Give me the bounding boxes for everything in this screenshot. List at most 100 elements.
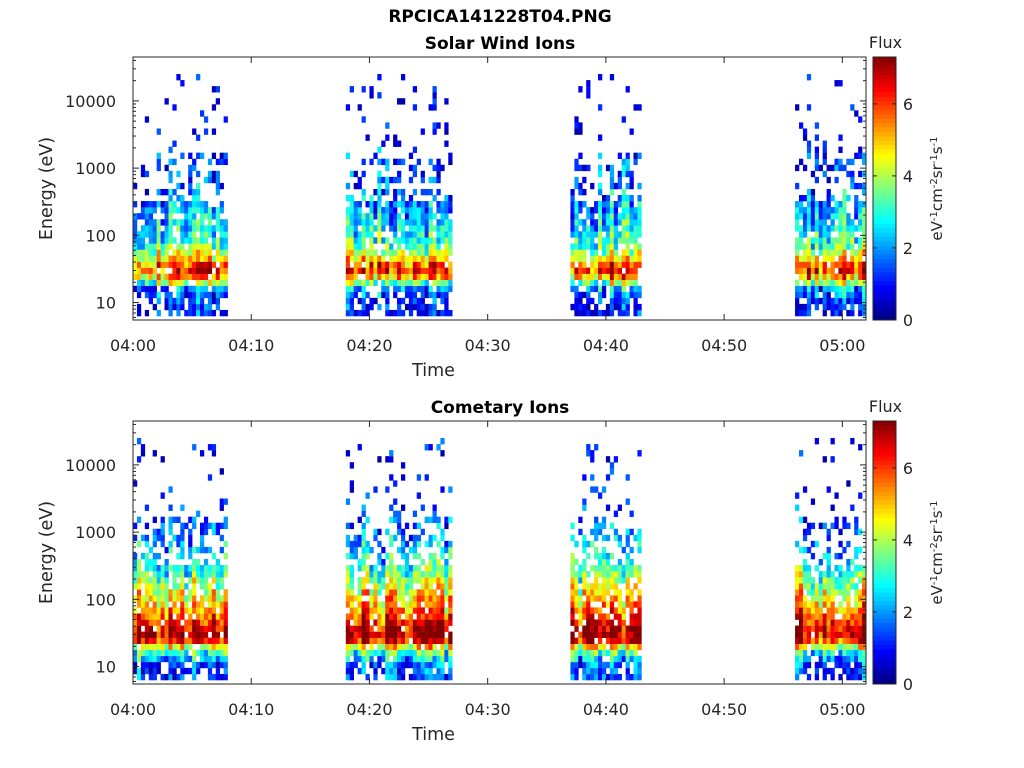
heatmap-cell xyxy=(834,309,839,317)
heatmap-cell xyxy=(613,577,619,584)
heatmap-cell xyxy=(136,619,142,626)
heatmap-cell xyxy=(814,122,820,129)
heatmap-cell xyxy=(389,267,394,274)
heatmap-cell xyxy=(637,207,642,214)
heatmap-cell xyxy=(586,164,591,172)
heatmap-cell xyxy=(605,631,611,638)
heatmap-cell xyxy=(152,643,157,651)
heatmap-cell xyxy=(353,607,358,614)
heatmap-cell xyxy=(601,219,607,226)
heatmap-cell xyxy=(152,655,157,663)
heatmap-cell xyxy=(416,279,421,287)
heatmap-cell xyxy=(838,243,843,250)
heatmap-cell xyxy=(199,201,205,208)
heatmap-cell xyxy=(574,207,579,214)
heatmap-cell xyxy=(164,631,169,638)
heatmap-cell xyxy=(822,285,827,293)
heatmap-cell xyxy=(152,516,157,524)
heatmap-cell xyxy=(420,631,425,638)
heatmap-cell xyxy=(436,595,441,602)
heatmap-cell xyxy=(570,225,575,232)
heatmap-cell xyxy=(357,279,362,287)
heatmap-cell xyxy=(148,249,153,256)
heatmap-cell xyxy=(385,207,390,214)
heatmap-cell xyxy=(196,74,201,81)
heatmap-cell xyxy=(203,613,209,620)
heatmap-cell xyxy=(184,219,189,226)
heatmap-cell xyxy=(594,261,599,268)
heatmap-cell xyxy=(605,225,611,232)
heatmap-cell xyxy=(842,255,847,262)
heatmap-cell xyxy=(830,249,835,256)
heatmap-cell xyxy=(625,182,630,190)
heatmap-cell xyxy=(160,577,165,584)
heatmap-cell xyxy=(152,237,157,244)
heatmap-cell xyxy=(842,213,847,220)
heatmap-cell xyxy=(637,231,642,238)
heatmap-cell xyxy=(629,170,634,178)
heatmap-cell xyxy=(586,589,591,596)
heatmap-cell xyxy=(420,625,425,632)
heatmap-cell xyxy=(404,255,410,262)
heatmap-cell xyxy=(152,225,157,232)
heatmap-cell xyxy=(140,619,146,626)
heatmap-cell xyxy=(440,279,445,287)
heatmap-cell xyxy=(432,267,437,274)
heatmap-cell xyxy=(448,237,453,244)
heatmap-cell xyxy=(215,170,220,178)
heatmap-cell xyxy=(381,291,386,299)
heatmap-cell xyxy=(574,559,579,566)
heatmap-cell xyxy=(850,643,855,651)
heatmap-cell xyxy=(393,649,398,657)
heatmap-cell xyxy=(164,219,169,226)
heatmap-cell xyxy=(582,534,587,542)
heatmap-cell xyxy=(578,201,583,208)
heatmap-cell xyxy=(393,510,398,517)
heatmap-cell xyxy=(806,243,812,250)
heatmap-cell xyxy=(802,631,808,638)
heatmap-cell xyxy=(385,589,390,596)
heatmap-cell xyxy=(369,279,374,287)
heatmap-cell xyxy=(609,207,615,214)
heatmap-cell xyxy=(858,546,863,554)
heatmap-cell xyxy=(818,249,823,256)
heatmap-cell xyxy=(397,571,402,578)
heatmap-cell xyxy=(361,546,366,554)
heatmap-cell xyxy=(180,152,185,160)
heatmap-cell xyxy=(850,607,855,614)
heatmap-cell xyxy=(156,613,161,620)
heatmap-cell xyxy=(381,140,386,147)
heatmap-cell xyxy=(613,649,619,657)
heatmap-cell xyxy=(148,595,153,602)
heatmap-cell xyxy=(834,273,839,280)
heatmap-cell xyxy=(586,673,591,681)
heatmap-cell xyxy=(838,655,843,663)
heatmap-cell xyxy=(594,673,599,681)
heatmap-cell xyxy=(381,261,386,268)
heatmap-cell xyxy=(629,231,634,238)
heatmap-cell xyxy=(440,249,445,256)
heatmap-cell xyxy=(601,673,607,681)
heatmap-cell xyxy=(440,649,445,657)
heatmap-cell xyxy=(858,607,863,614)
heatmap-cell xyxy=(400,607,406,614)
heatmap-cell xyxy=(369,571,374,578)
heatmap-cell xyxy=(428,655,433,663)
heatmap-cell xyxy=(637,528,642,536)
heatmap-cell xyxy=(601,649,607,657)
heatmap-cell xyxy=(806,225,812,232)
heatmap-cell xyxy=(215,249,220,256)
heatmap-cell xyxy=(814,625,820,632)
heatmap-cell xyxy=(353,309,358,317)
heatmap-cell xyxy=(594,571,599,578)
colorbar-swatch xyxy=(873,469,896,474)
heatmap-cell xyxy=(404,237,410,244)
colorbar-swatch xyxy=(873,289,896,295)
heatmap-cell xyxy=(353,201,358,208)
heatmap-cell xyxy=(144,291,150,299)
heatmap-cell xyxy=(590,631,595,638)
heatmap-cell xyxy=(152,595,157,602)
heatmap-cell xyxy=(345,643,351,651)
heatmap-cell xyxy=(369,589,374,596)
heatmap-cell xyxy=(211,595,217,602)
